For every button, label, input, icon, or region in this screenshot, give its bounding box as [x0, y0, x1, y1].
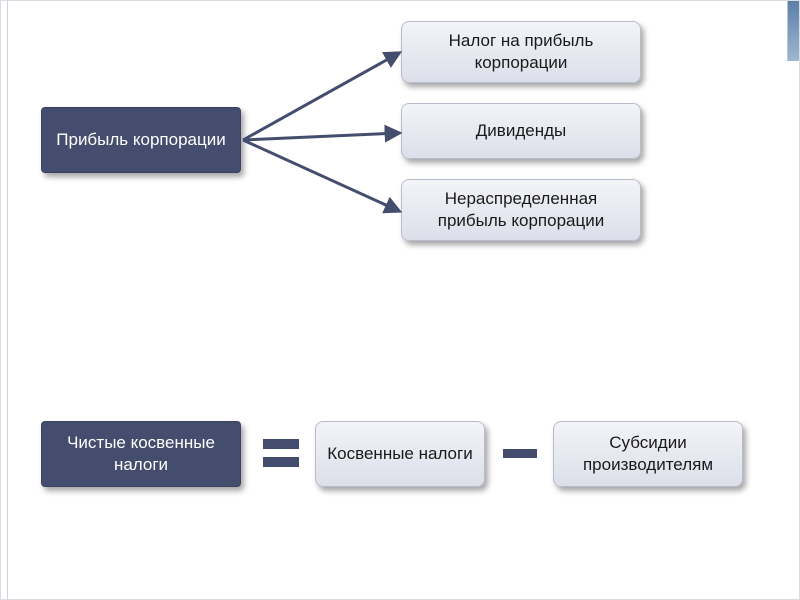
minus-bar: [503, 449, 537, 458]
subsidies-box: Субсидии производителям: [553, 421, 743, 487]
profit-target-label-2: Нераспределенная прибыль корпорации: [402, 188, 640, 232]
profit-target-label-1: Дивиденды: [466, 120, 576, 142]
profit-target-box-2: Нераспределенная прибыль корпорации: [401, 179, 641, 241]
indirect-taxes-box: Косвенные налоги: [315, 421, 485, 487]
equals-bar-bottom: [263, 457, 299, 467]
net-indirect-taxes-label: Чистые косвенные налоги: [42, 432, 240, 476]
indirect-taxes-label: Косвенные налоги: [327, 443, 472, 465]
profit-target-box-1: Дивиденды: [401, 103, 641, 159]
equals-bar-top: [263, 439, 299, 449]
profit-source-label: Прибыль корпорации: [56, 129, 225, 151]
right-accent-stripe: [787, 1, 799, 61]
equals-operator: [263, 439, 299, 467]
profit-target-box-0: Налог на прибыль корпорации: [401, 21, 641, 83]
left-rule: [7, 1, 8, 599]
net-indirect-taxes-box: Чистые косвенные налоги: [41, 421, 241, 487]
profit-target-label-0: Налог на прибыль корпорации: [402, 30, 640, 74]
minus-operator: [503, 449, 537, 458]
profit-source-box: Прибыль корпорации: [41, 107, 241, 173]
subsidies-label: Субсидии производителям: [554, 432, 742, 476]
